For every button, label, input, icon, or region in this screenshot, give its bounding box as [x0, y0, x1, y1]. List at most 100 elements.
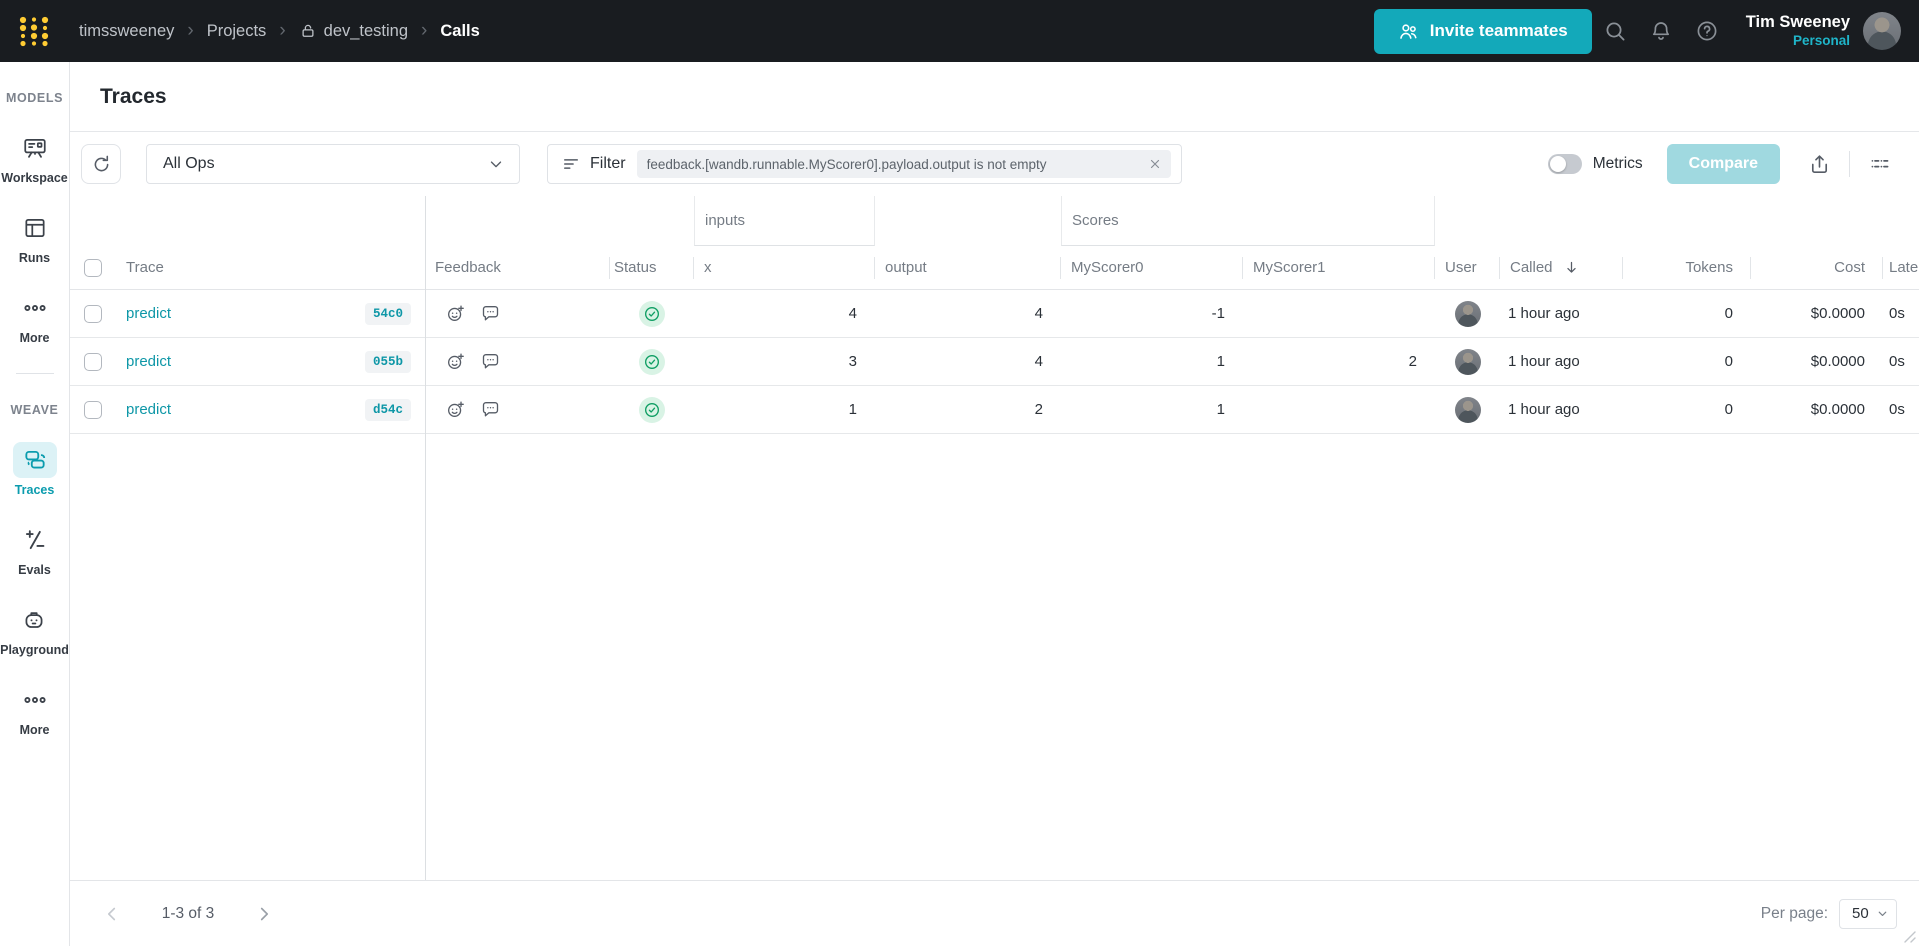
sidebar-item-runs[interactable]: Runs — [13, 210, 57, 265]
row-checkbox[interactable] — [84, 304, 102, 323]
header-myscorer1[interactable]: MyScorer1 — [1243, 246, 1435, 289]
invite-teammates-button[interactable]: Invite teammates — [1373, 8, 1592, 54]
remove-filter-button[interactable] — [1148, 157, 1162, 171]
header-myscorer0[interactable]: MyScorer0 — [1061, 246, 1243, 289]
tokens-cell: 0 — [1724, 401, 1733, 418]
trace-link[interactable]: predict — [126, 353, 172, 370]
pinned-column-divider[interactable] — [425, 196, 426, 880]
page-title-bar: Traces — [70, 62, 1919, 132]
header-tokens[interactable]: Tokens — [1623, 246, 1751, 289]
metrics-toggle[interactable] — [1547, 154, 1582, 174]
breadcrumb-entity[interactable]: timssweeney — [79, 21, 175, 40]
header-trace[interactable]: Trace — [126, 259, 164, 276]
sort-desc-icon[interactable] — [1563, 259, 1580, 276]
call-id-badge[interactable]: 54c0 — [364, 302, 411, 325]
sidebar-item-more-weave[interactable]: More — [13, 682, 57, 737]
avatar[interactable] — [1863, 12, 1901, 50]
user-menu[interactable]: Tim Sweeney Personal — [1746, 12, 1850, 50]
header-status[interactable]: Status — [610, 246, 694, 289]
close-icon — [1150, 159, 1160, 169]
refresh-button[interactable] — [81, 144, 121, 184]
sidebar-item-label: More — [19, 723, 50, 737]
status-success-icon[interactable] — [639, 300, 665, 327]
trace-cell: predict 055b — [116, 338, 425, 385]
breadcrumb-separator: › — [187, 19, 194, 41]
status-cell — [610, 338, 694, 385]
export-button[interactable] — [1802, 147, 1837, 182]
trace-link[interactable]: predict — [126, 401, 172, 418]
filter-bar[interactable]: Filter feedback.[wandb.runnable.MyScorer… — [547, 144, 1182, 184]
select-all-checkbox[interactable] — [84, 258, 102, 277]
breadcrumb-projects[interactable]: Projects — [206, 21, 267, 40]
output-cell: 2 — [1034, 401, 1043, 418]
row-select-cell — [70, 386, 116, 433]
main-content: Traces All Ops Filter — [70, 62, 1919, 946]
header-feedback[interactable]: Feedback — [425, 246, 610, 289]
per-page-select[interactable]: 50 — [1839, 898, 1897, 929]
call-id-badge[interactable]: 055b — [364, 350, 411, 373]
add-reaction-button[interactable] — [445, 399, 466, 420]
row-checkbox[interactable] — [84, 352, 102, 371]
avatar[interactable] — [1454, 300, 1481, 327]
called-cell: 1 hour ago — [1508, 305, 1580, 322]
sidebar-item-playground[interactable]: Playground — [0, 602, 69, 657]
sidebar-item-workspace[interactable]: Workspace — [1, 130, 68, 185]
add-comment-button[interactable] — [480, 399, 501, 420]
comment-icon — [482, 354, 499, 369]
chevron-right-icon — [260, 907, 269, 920]
call-id-badge[interactable]: d54c — [364, 398, 411, 421]
workspace-icon — [23, 139, 46, 158]
header-input-x[interactable]: x — [694, 246, 875, 289]
sidebar-item-traces[interactable]: Traces — [12, 442, 57, 497]
calls-toolbar: All Ops Filter feedback.[wandb.runnable.… — [70, 132, 1919, 196]
add-reaction-button[interactable] — [445, 351, 466, 372]
help-button[interactable] — [1684, 8, 1730, 54]
calls-table: inputs Scores Trace Feedback Status x ou… — [70, 196, 1919, 880]
tokens-cell: 0 — [1724, 353, 1733, 370]
sidebar-divider — [15, 373, 54, 374]
add-reaction-button[interactable] — [445, 303, 466, 324]
table-row[interactable]: predict 055b — [70, 338, 1919, 386]
resize-corner-icon[interactable] — [1904, 931, 1916, 943]
sidebar-item-more-models[interactable]: More — [13, 290, 57, 345]
row-checkbox[interactable] — [84, 400, 102, 419]
prev-page-button[interactable] — [97, 899, 127, 929]
header-cost[interactable]: Cost — [1751, 246, 1883, 289]
breadcrumb-current-page[interactable]: Calls — [440, 21, 480, 40]
add-comment-button[interactable] — [480, 303, 501, 324]
header-latency[interactable]: Latency — [1889, 259, 1919, 276]
status-success-icon[interactable] — [639, 396, 665, 423]
breadcrumb: timssweeney › Projects › dev_testing › C… — [79, 19, 480, 41]
chevron-down-icon — [490, 161, 502, 168]
header-user[interactable]: User — [1435, 246, 1500, 289]
notifications-button[interactable] — [1638, 8, 1684, 54]
status-success-icon[interactable] — [639, 348, 665, 375]
search-button[interactable] — [1592, 8, 1638, 54]
header-select-all — [70, 246, 116, 289]
row-select-cell — [70, 290, 116, 337]
sidebar-item-label: More — [19, 331, 50, 345]
myscorer0-cell: 1 — [1216, 353, 1225, 370]
filter-chip-text: feedback.[wandb.runnable.MyScorer0].payl… — [646, 156, 1047, 172]
trace-link[interactable]: predict — [126, 305, 172, 322]
filter-chip[interactable]: feedback.[wandb.runnable.MyScorer0].payl… — [636, 150, 1171, 178]
header-called[interactable]: Called — [1500, 246, 1623, 289]
wandb-logo-icon[interactable] — [16, 13, 52, 49]
table-row[interactable]: predict d54c — [70, 386, 1919, 434]
sidebar-item-evals[interactable]: Evals — [13, 522, 57, 577]
op-selector[interactable]: All Ops — [146, 144, 520, 184]
compare-button[interactable]: Compare — [1666, 144, 1780, 184]
breadcrumb-project[interactable]: dev_testing — [299, 22, 408, 41]
page-title: Traces — [100, 84, 167, 108]
avatar[interactable] — [1454, 396, 1481, 423]
add-comment-button[interactable] — [480, 351, 501, 372]
tokens-cell: 0 — [1724, 305, 1733, 322]
breadcrumb-separator: › — [279, 19, 286, 41]
column-settings-button[interactable] — [1862, 147, 1897, 182]
header-output[interactable]: output — [875, 246, 1061, 289]
next-page-button[interactable] — [249, 899, 279, 929]
more-icon — [23, 305, 46, 311]
avatar[interactable] — [1454, 348, 1481, 375]
table-row[interactable]: predict 54c0 — [70, 290, 1919, 338]
user-cell — [1435, 290, 1500, 337]
